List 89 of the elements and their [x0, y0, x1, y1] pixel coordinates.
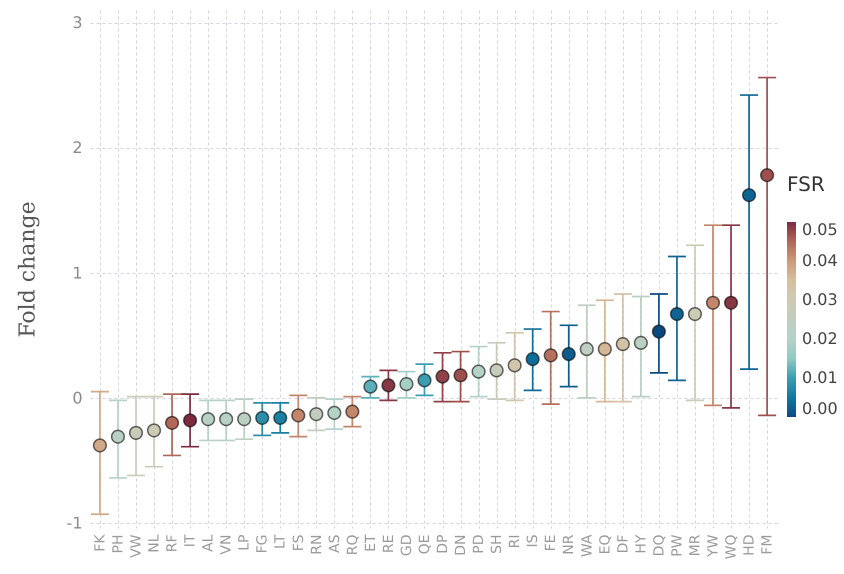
point [742, 188, 756, 202]
x-tick-label: IS [525, 534, 542, 548]
point [724, 296, 738, 310]
x-tick-label: AL [200, 534, 217, 552]
point [110, 430, 126, 444]
color-bar-label: 0.01 [802, 368, 838, 387]
x-tick-label: VN [218, 534, 235, 555]
x-tick-label: FM [760, 534, 776, 555]
point [544, 348, 558, 362]
color-bar-title: FSR [787, 172, 825, 196]
x-tick-label: FE [543, 534, 560, 552]
color-bar-label: 0.00 [802, 399, 838, 418]
x-tick-label: DQ [651, 534, 668, 556]
point [670, 306, 684, 322]
color-bar-label: 0.05 [802, 220, 838, 239]
point [399, 377, 414, 392]
x-tick-label: HY [633, 534, 650, 554]
point [273, 410, 288, 425]
point [688, 306, 702, 322]
color-bar-label: 0.02 [802, 329, 838, 348]
x-tick-label: WA [579, 534, 596, 558]
x-tick-label: RQ [344, 534, 361, 556]
point [146, 423, 162, 438]
y-tick-label: 0 [72, 388, 82, 408]
point [381, 378, 396, 392]
x-tick-label: PH [110, 534, 126, 554]
point [490, 363, 504, 378]
x-tick-label: RF [164, 534, 181, 552]
point [616, 337, 630, 352]
y-tick-label: 2 [72, 138, 82, 158]
x-tick-label: RN [308, 534, 325, 555]
point [417, 373, 432, 388]
point [580, 342, 594, 356]
point [435, 370, 450, 384]
x-tick-label: RI [507, 534, 524, 548]
x-tick-label: RE [380, 534, 397, 554]
point [219, 412, 234, 426]
x-tick-label: AS [326, 534, 343, 553]
point [309, 407, 324, 422]
y-tick-label: 3 [72, 13, 82, 32]
x-tick-label: MR [687, 534, 704, 556]
point [255, 410, 270, 425]
point [652, 324, 666, 339]
x-tick-label: PD [471, 534, 488, 554]
x-tick-label: EQ [597, 534, 614, 554]
x-tick-label: FS [290, 534, 307, 552]
point [760, 168, 774, 182]
y-axis-title: Fold change [16, 201, 41, 338]
point [183, 413, 198, 428]
point [327, 406, 342, 420]
x-tick-label: DN [453, 534, 470, 556]
point [562, 347, 576, 362]
x-tick-label: YW [705, 534, 722, 558]
point [237, 412, 252, 426]
color-bar-label: 0.03 [802, 290, 838, 309]
color-bar-label: 0.04 [802, 251, 838, 270]
point [291, 408, 306, 422]
x-tick-label: FG [254, 534, 271, 554]
y-tick-label: 1 [72, 263, 82, 282]
x-tick-label: LT [272, 534, 289, 549]
point [345, 404, 360, 419]
x-tick-label: DP [435, 534, 452, 554]
point [363, 380, 378, 394]
x-tick-label: DF [615, 534, 632, 554]
y-tick-label: -1 [66, 513, 82, 532]
x-tick-label: PW [669, 534, 686, 557]
x-tick-label: GD [398, 534, 415, 556]
point [472, 364, 486, 379]
point [508, 358, 522, 372]
point [526, 352, 540, 366]
point [634, 336, 648, 350]
point [164, 416, 180, 430]
point [453, 368, 468, 382]
x-tick-label: LP [236, 534, 253, 551]
point [128, 426, 144, 440]
x-tick-label: HD [742, 534, 758, 556]
point [201, 412, 216, 426]
x-tick-label: VW [128, 534, 144, 558]
point [706, 296, 720, 310]
x-tick-label: NL [146, 534, 163, 553]
x-tick-label: NR [561, 534, 578, 555]
x-tick-label: IT [182, 534, 199, 548]
x-tick-label: QE [416, 534, 433, 554]
x-tick-label: ET [362, 534, 379, 552]
x-tick-label: WQ [724, 534, 740, 560]
point [598, 342, 612, 356]
x-tick-label: SH [489, 534, 506, 554]
x-tick-label: FK [92, 534, 108, 552]
point [92, 438, 107, 452]
